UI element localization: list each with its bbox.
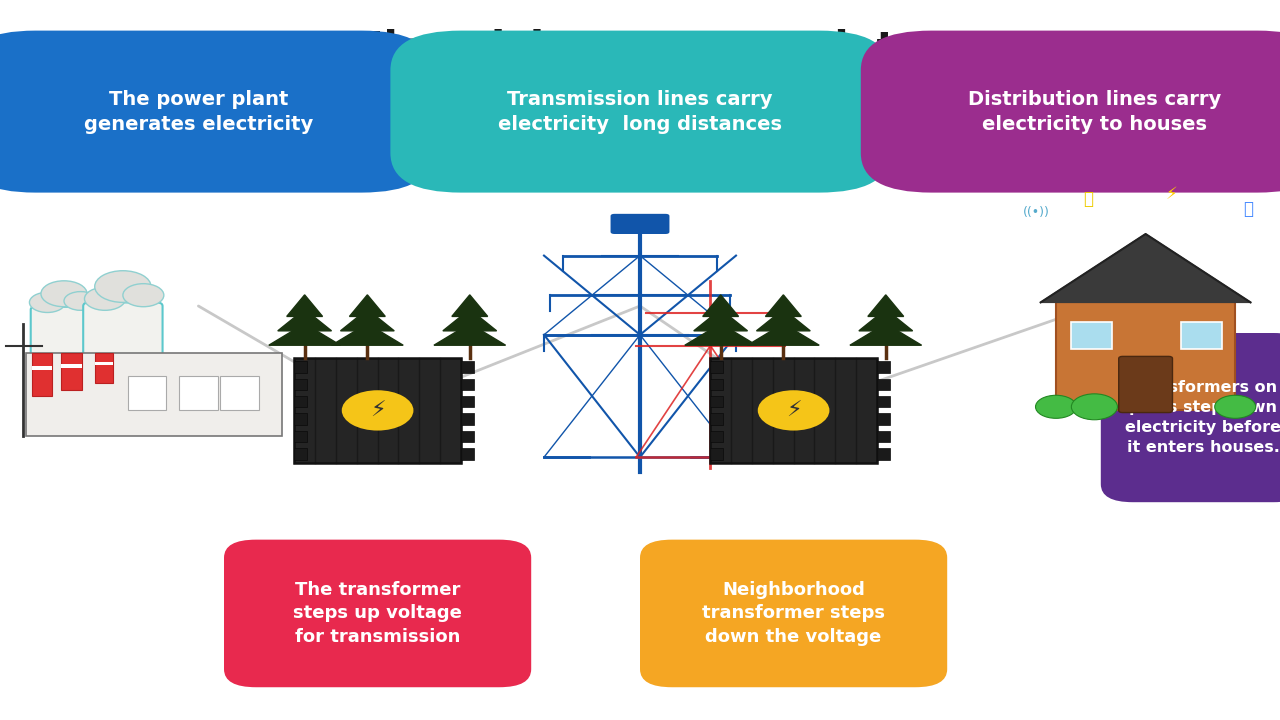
- FancyBboxPatch shape: [461, 413, 474, 425]
- FancyBboxPatch shape: [710, 361, 723, 373]
- FancyBboxPatch shape: [710, 413, 723, 425]
- Text: Transformers on
poles step down
electricity before
it enters houses.: Transformers on poles step down electric…: [1125, 380, 1280, 455]
- FancyBboxPatch shape: [710, 431, 723, 442]
- FancyBboxPatch shape: [611, 214, 669, 234]
- Text: The power plant
generates electricity: The power plant generates electricity: [83, 89, 314, 134]
- Circle shape: [123, 284, 164, 307]
- Circle shape: [1215, 395, 1256, 418]
- FancyBboxPatch shape: [26, 353, 282, 436]
- Text: Transmission lines carry
electricity  long distances: Transmission lines carry electricity lon…: [498, 89, 782, 134]
- FancyBboxPatch shape: [877, 361, 890, 373]
- FancyBboxPatch shape: [95, 353, 113, 383]
- Polygon shape: [340, 310, 394, 331]
- Polygon shape: [703, 295, 739, 317]
- FancyBboxPatch shape: [877, 448, 890, 460]
- Polygon shape: [868, 295, 904, 317]
- FancyBboxPatch shape: [294, 431, 307, 442]
- Circle shape: [1071, 394, 1117, 420]
- FancyBboxPatch shape: [32, 366, 52, 370]
- FancyBboxPatch shape: [877, 396, 890, 408]
- Circle shape: [1036, 395, 1076, 418]
- Text: Distribution lines carry
electricity to houses: Distribution lines carry electricity to …: [968, 89, 1221, 134]
- FancyBboxPatch shape: [0, 30, 431, 192]
- Polygon shape: [859, 310, 913, 331]
- FancyBboxPatch shape: [83, 302, 163, 403]
- Text: 💡: 💡: [1083, 191, 1093, 209]
- Circle shape: [29, 292, 65, 312]
- FancyBboxPatch shape: [179, 376, 218, 410]
- FancyBboxPatch shape: [1119, 356, 1172, 413]
- FancyBboxPatch shape: [461, 361, 474, 373]
- Circle shape: [41, 281, 87, 307]
- Text: Neighborhood
transformer steps
down the voltage: Neighborhood transformer steps down the …: [703, 581, 884, 646]
- FancyBboxPatch shape: [95, 362, 113, 365]
- Polygon shape: [685, 324, 756, 346]
- FancyBboxPatch shape: [220, 376, 259, 410]
- FancyBboxPatch shape: [294, 361, 307, 373]
- FancyBboxPatch shape: [61, 353, 82, 390]
- FancyBboxPatch shape: [294, 396, 307, 408]
- Text: ⚡: ⚡: [370, 400, 385, 420]
- FancyBboxPatch shape: [294, 448, 307, 460]
- Polygon shape: [434, 324, 506, 346]
- Polygon shape: [278, 310, 332, 331]
- FancyBboxPatch shape: [390, 30, 890, 192]
- FancyBboxPatch shape: [1101, 333, 1280, 503]
- FancyBboxPatch shape: [710, 379, 723, 390]
- Polygon shape: [850, 324, 922, 346]
- FancyBboxPatch shape: [128, 376, 166, 410]
- FancyBboxPatch shape: [860, 30, 1280, 192]
- Polygon shape: [756, 310, 810, 331]
- FancyBboxPatch shape: [461, 431, 474, 442]
- FancyBboxPatch shape: [61, 364, 82, 368]
- FancyBboxPatch shape: [877, 379, 890, 390]
- Text: ((•)): ((•)): [1024, 206, 1050, 219]
- Polygon shape: [269, 324, 340, 346]
- Circle shape: [84, 287, 125, 310]
- FancyBboxPatch shape: [710, 396, 723, 408]
- FancyBboxPatch shape: [31, 307, 90, 381]
- Circle shape: [64, 292, 97, 310]
- Polygon shape: [349, 295, 385, 317]
- Polygon shape: [287, 295, 323, 317]
- FancyBboxPatch shape: [877, 431, 890, 442]
- FancyBboxPatch shape: [640, 540, 947, 687]
- FancyBboxPatch shape: [294, 359, 461, 463]
- Polygon shape: [452, 295, 488, 317]
- FancyBboxPatch shape: [32, 353, 52, 396]
- Polygon shape: [748, 324, 819, 346]
- FancyBboxPatch shape: [224, 540, 531, 687]
- Text: 💧: 💧: [1243, 199, 1253, 217]
- Text: ⚡: ⚡: [1165, 185, 1178, 203]
- FancyBboxPatch shape: [1056, 302, 1235, 410]
- Polygon shape: [694, 310, 748, 331]
- FancyBboxPatch shape: [461, 448, 474, 460]
- FancyBboxPatch shape: [294, 379, 307, 390]
- FancyBboxPatch shape: [461, 379, 474, 390]
- FancyBboxPatch shape: [710, 359, 877, 463]
- FancyBboxPatch shape: [461, 396, 474, 408]
- Circle shape: [758, 390, 829, 431]
- Circle shape: [95, 271, 151, 302]
- Polygon shape: [443, 310, 497, 331]
- FancyBboxPatch shape: [1071, 322, 1112, 349]
- Circle shape: [342, 390, 413, 431]
- Polygon shape: [765, 295, 801, 317]
- FancyBboxPatch shape: [877, 413, 890, 425]
- Polygon shape: [1041, 234, 1251, 302]
- Text: ⚡: ⚡: [786, 400, 801, 420]
- Text: The transformer
steps up voltage
for transmission: The transformer steps up voltage for tra…: [293, 581, 462, 646]
- FancyBboxPatch shape: [1181, 322, 1222, 349]
- FancyBboxPatch shape: [294, 413, 307, 425]
- Text: Electricity PPT Template: Electricity PPT Template: [355, 29, 925, 71]
- Polygon shape: [332, 324, 403, 346]
- FancyBboxPatch shape: [710, 448, 723, 460]
